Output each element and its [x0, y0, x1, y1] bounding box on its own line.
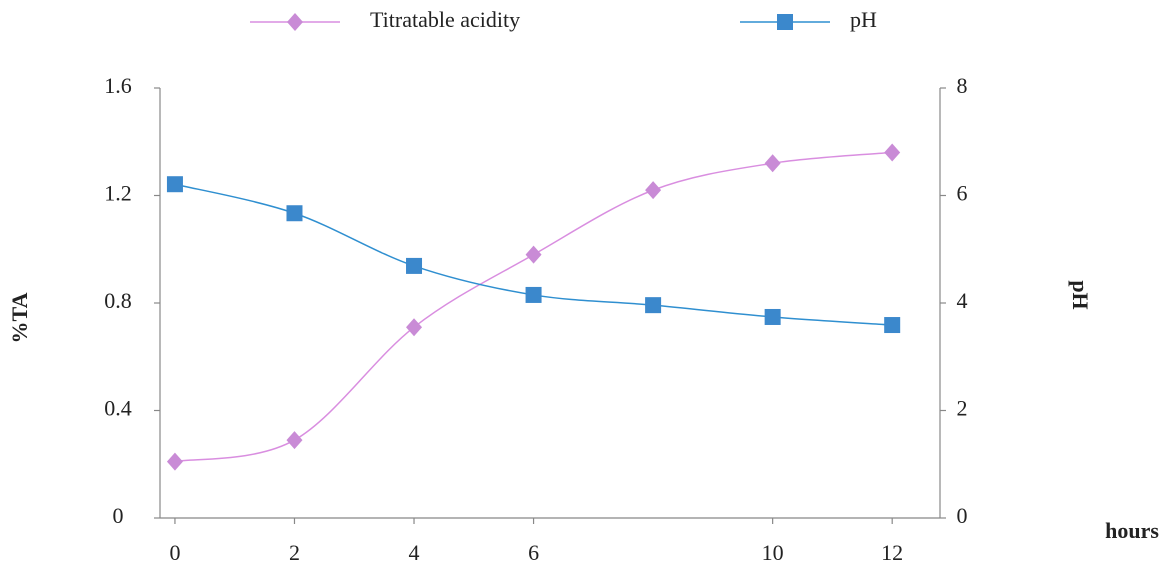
data-point	[526, 246, 542, 264]
legend-marker	[777, 14, 793, 30]
x-tick-label: 2	[289, 540, 300, 565]
y-tick-label: 0.4	[104, 396, 132, 421]
data-point	[645, 181, 661, 199]
data-point	[884, 317, 900, 333]
y-tick-label: 1.2	[104, 181, 132, 206]
data-point	[765, 309, 781, 325]
y2-tick-label: 2	[957, 396, 968, 421]
x-tick-label: 12	[881, 540, 903, 565]
x-axis-label: hours	[1105, 518, 1159, 543]
legend-label: Titratable acidity	[370, 7, 520, 32]
y2-tick-label: 8	[957, 73, 968, 98]
data-point	[406, 258, 422, 274]
data-point	[286, 205, 302, 221]
data-point	[645, 297, 661, 313]
y2-tick-label: 6	[957, 181, 968, 206]
y-tick-label: 1.6	[104, 73, 132, 98]
legend-label: pH	[850, 7, 877, 32]
data-point	[286, 431, 302, 449]
x-tick-label: 0	[169, 540, 180, 565]
x-tick-label: 6	[528, 540, 539, 565]
y2-axis-label: pH	[1068, 280, 1093, 309]
x-tick-label: 10	[762, 540, 784, 565]
chart: %TA pH hours 0 0.4 0.8 1.2 1.6 0 2 4 6 8 0 2 4 6 10 12 T…	[0, 0, 1171, 571]
y-tick-label: 0	[113, 503, 124, 528]
legend-marker	[287, 13, 303, 31]
series-line	[175, 153, 892, 462]
y2-tick-label: 4	[957, 288, 968, 313]
data-point	[167, 176, 183, 192]
data-point	[406, 318, 422, 336]
data-point	[765, 154, 781, 172]
data-point	[167, 453, 183, 471]
x-tick-label: 4	[409, 540, 420, 565]
y-tick-label: 0.8	[104, 288, 132, 313]
y-axis-label: %TA	[7, 292, 32, 343]
data-point	[526, 287, 542, 303]
y2-tick-label: 0	[957, 503, 968, 528]
data-point	[884, 144, 900, 162]
